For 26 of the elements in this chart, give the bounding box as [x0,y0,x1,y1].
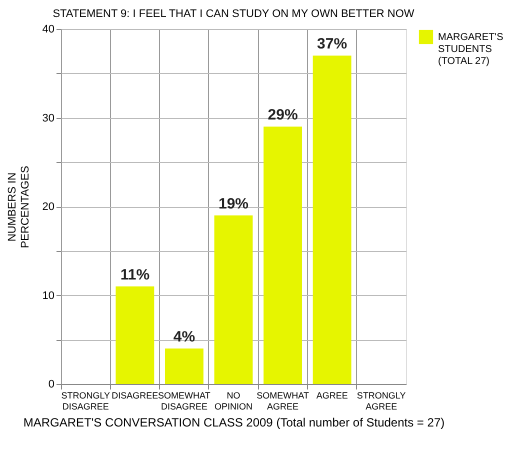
bar [264,126,302,384]
bar [164,348,204,384]
data-label: 19% [218,195,249,212]
bar [214,215,253,384]
y-tick-label: 30 [42,112,54,124]
data-label: 37% [317,36,348,53]
data-label: 4% [173,328,196,346]
y-axis-title: NUMBERS IN PERCENTAGES [6,166,32,248]
chart-title: STATEMENT 9: I FEEL THAT I CAN STUDY ON MY OWN BETTER NOW [52,8,415,20]
bar [312,56,352,384]
legend-label: MARGARET'S STUDENTS (TOTAL 27) [438,32,504,67]
x-tick-label: STRONGLY DISAGREE [61,390,110,412]
x-tick-label: SOMEWHAT AGREE [256,390,310,412]
x-tick-label: AGREE [316,390,348,400]
y-tick-label: 20 [42,201,54,213]
y-tick-label: 10 [42,290,54,302]
x-tick-label: DISAGREE [112,390,158,400]
y-tick-label: 0 [48,378,54,390]
data-label: 11% [120,266,150,284]
bar [116,286,154,384]
x-axis-title: MARGARET'S CONVERSATION CLASS 2009 (Total number of Students = 27) [23,416,445,430]
y-tick-label: 40 [42,24,54,36]
x-tick-label: NO OPINION [214,390,253,412]
data-label: 29% [268,106,298,124]
x-tick-label: SOMEWHAT DISAGREE [158,390,211,412]
x-tick-label: STRONGLY AGREE [356,390,406,412]
